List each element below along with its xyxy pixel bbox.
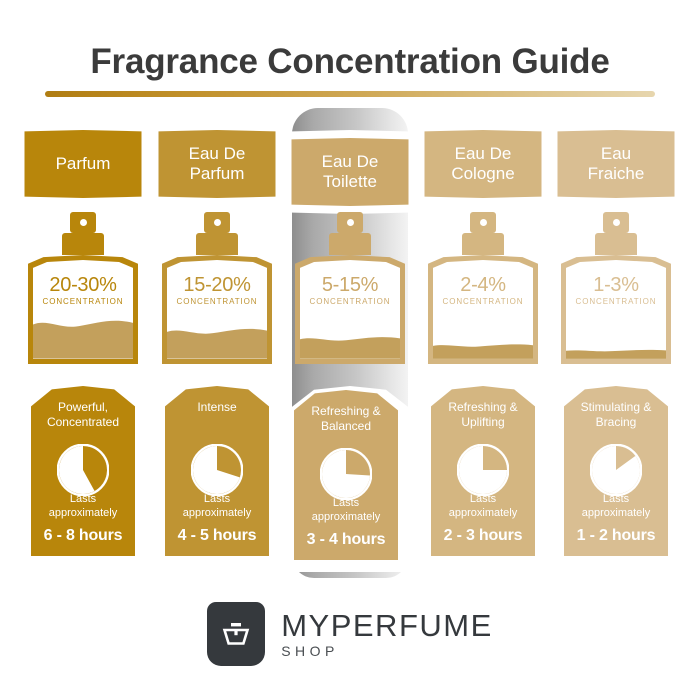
bottle-neck (595, 233, 637, 255)
column-header-eau-de-toilette: Eau De Toilette (283, 130, 417, 214)
duration-pie-chart (590, 444, 642, 496)
concentration-label: CONCENTRATION (575, 297, 657, 306)
column-eau-de-cologne: Eau De Cologne 2-4% CONCENTRATION Refreshing… (413, 0, 553, 700)
lasts-label: Lasts approximately (182, 493, 252, 519)
bottle-neck (462, 233, 504, 255)
bottle-body: 5-15% CONCENTRATION (295, 255, 405, 364)
concentration-value: 5-15% (321, 274, 379, 296)
concentration-label: CONCENTRATION (442, 297, 524, 306)
duration-value: 2 - 3 hours (443, 527, 523, 544)
title-divider (45, 91, 655, 97)
duration-pie-chart (191, 444, 243, 496)
description-card-parfum: Powerful, Concentrated Lasts approximately 6… (31, 386, 135, 556)
bottle-parfum: 20-30% CONCENTRATION (27, 212, 139, 364)
description-card-eau-de-cologne: Refreshing & Uplifting Lasts approximately 2… (431, 386, 535, 556)
bottle-spray-cap-icon (70, 212, 96, 233)
brand-lockup: MYPERFUME SHOP (281, 609, 493, 660)
column-header-eau-de-cologne: Eau De Cologne (424, 130, 542, 198)
concentration-value: 20-30% (49, 274, 117, 296)
duration-value: 1 - 2 hours (576, 527, 656, 544)
bottle-spray-cap-icon (470, 212, 496, 233)
bottle-body: 15-20% CONCENTRATION (162, 255, 272, 364)
bottle-spray-cap-icon (204, 212, 230, 233)
concentration-value: 1-3% (593, 274, 639, 296)
bottle-body: 2-4% CONCENTRATION (428, 255, 538, 364)
bottle-body: 20-30% CONCENTRATION (28, 255, 138, 364)
column-eau-de-toilette: Eau De Toilette 5-15% CONCENTRATION Refreshi… (280, 0, 420, 700)
duration-value: 6 - 8 hours (43, 527, 123, 544)
bottle-eau-de-toilette: 5-15% CONCENTRATION (294, 212, 406, 364)
duration-value: 3 - 4 hours (306, 531, 386, 548)
column-header-label: Parfum (55, 154, 111, 173)
lasts-label: Lasts approximately (311, 497, 381, 523)
bottle-liquid-level (566, 349, 666, 359)
bottle-eau-de-cologne: 2-4% CONCENTRATION (427, 212, 539, 364)
bottle-liquid-level (433, 343, 533, 359)
description-card-eau-de-toilette: Refreshing & Balanced Lasts approximately 3 … (290, 386, 410, 572)
column-eau-fraiche: Eau Fraiche 1-3% CONCENTRATION Stimulating &… (546, 0, 686, 700)
footer-logo: MYPERFUME SHOP (0, 598, 700, 670)
descriptor-text: Intense (197, 400, 237, 414)
column-header-label: Eau De Cologne (451, 144, 515, 183)
lasts-label: Lasts approximately (581, 493, 651, 519)
descriptor-text: Refreshing & Uplifting (448, 400, 518, 429)
concentration-label: CONCENTRATION (176, 297, 258, 306)
column-eau-de-parfum: Eau De Parfum 15-20% CONCENTRATION Intense La… (147, 0, 287, 700)
descriptor-text: Powerful, Concentrated (46, 400, 120, 429)
perfume-bottle-badge-icon (207, 602, 266, 666)
duration-pie-chart (320, 448, 372, 500)
concentration-label: CONCENTRATION (309, 297, 391, 306)
bottle-eau-fraiche: 1-3% CONCENTRATION (560, 212, 672, 364)
column-parfum: Parfum 20-30% CONCENTRATION Powerful, Concen… (13, 0, 153, 700)
column-header-label: Eau De Parfum (188, 144, 246, 183)
bottle-neck (329, 233, 371, 255)
description-card-eau-fraiche: Stimulating & Bracing Lasts approximately 1 … (564, 386, 668, 556)
bottle-eau-de-parfum: 15-20% CONCENTRATION (161, 212, 273, 364)
brand-tagline: SHOP (281, 642, 339, 659)
bottle-liquid-level (33, 317, 133, 359)
column-header-eau-fraiche: Eau Fraiche (557, 130, 675, 198)
duration-pie-chart (457, 444, 509, 496)
duration-value: 4 - 5 hours (177, 527, 257, 544)
description-card-eau-de-parfum: Intense Lasts approximately 4 - 5 hours (165, 386, 269, 556)
column-header-label: Eau Fraiche (587, 144, 645, 183)
bottle-spray-cap-icon (603, 212, 629, 233)
bottle-neck (196, 233, 238, 255)
bottle-neck (62, 233, 104, 255)
bottle-liquid-level (300, 335, 400, 359)
page-title: Fragrance Concentration Guide (90, 42, 610, 81)
brand-name: MYPERFUME (281, 607, 493, 643)
bottle-body: 1-3% CONCENTRATION (561, 255, 671, 364)
bottle-spray-cap-icon (337, 212, 363, 233)
bottle-liquid-level (167, 326, 267, 359)
column-header-parfum: Parfum (24, 130, 142, 198)
column-header-eau-de-parfum: Eau De Parfum (158, 130, 276, 198)
concentration-value: 2-4% (460, 274, 506, 296)
duration-pie-chart (57, 444, 109, 496)
lasts-label: Lasts approximately (448, 493, 518, 519)
concentration-label: CONCENTRATION (42, 297, 124, 306)
descriptor-text: Stimulating & Bracing (580, 400, 652, 429)
column-header-label: Eau De Toilette (321, 152, 379, 191)
lasts-label: Lasts approximately (48, 493, 118, 519)
concentration-value: 15-20% (183, 274, 251, 296)
descriptor-text: Refreshing & Balanced (311, 404, 381, 433)
